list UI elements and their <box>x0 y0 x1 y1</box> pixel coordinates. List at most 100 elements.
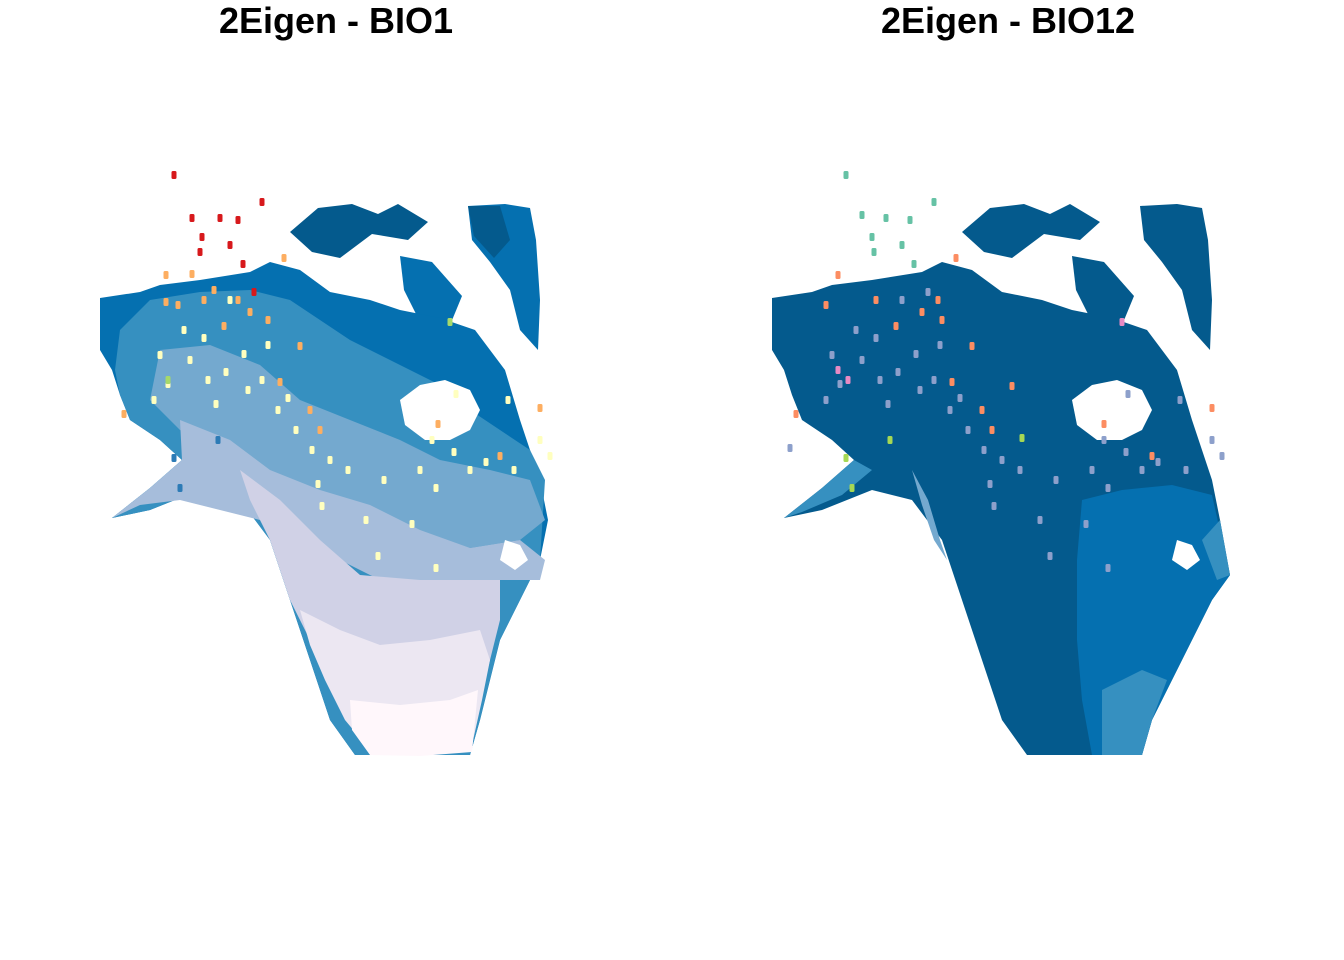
island-band <box>1140 204 1212 350</box>
occurrence-marker <box>845 376 851 384</box>
occurrence-marker <box>937 341 943 349</box>
occurrence-marker <box>939 316 945 324</box>
occurrence-marker <box>843 171 849 179</box>
occurrence-marker <box>227 296 233 304</box>
occurrence-marker <box>409 520 415 528</box>
occurrence-marker <box>240 260 246 268</box>
occurrence-marker <box>823 301 829 309</box>
occurrence-marker <box>121 410 127 418</box>
occurrence-marker <box>871 248 877 256</box>
land-band-3 <box>150 345 545 548</box>
occurrence-marker <box>873 296 879 304</box>
occurrence-marker <box>429 436 435 444</box>
occurrence-marker <box>899 296 905 304</box>
occurrence-marker <box>957 394 963 402</box>
occurrence-marker <box>281 254 287 262</box>
occurrence-marker <box>171 171 177 179</box>
raster-bands <box>100 204 548 756</box>
occurrence-marker <box>453 390 459 398</box>
occurrence-marker <box>907 216 913 224</box>
occurrence-marker <box>919 308 925 316</box>
occurrence-marker <box>1105 564 1111 572</box>
occurrence-marker <box>887 436 893 444</box>
map-panel-bio12: 2Eigen - BIO12 <box>672 0 1344 960</box>
occurrence-marker <box>925 288 931 296</box>
occurrence-marker <box>1053 476 1059 484</box>
occurrence-marker <box>547 452 553 460</box>
occurrence-marker <box>235 296 241 304</box>
occurrence-marker <box>895 368 901 376</box>
occurrence-marker <box>327 456 333 464</box>
occurrence-marker <box>1019 434 1025 442</box>
occurrence-marker <box>1177 396 1183 404</box>
occurrence-marker <box>849 484 855 492</box>
occurrence-marker <box>417 466 423 474</box>
raster-bands <box>772 204 1230 755</box>
occurrence-marker <box>293 426 299 434</box>
coast-band <box>784 460 872 518</box>
occurrence-marker <box>1101 420 1107 428</box>
occurrence-marker <box>931 198 937 206</box>
occurrence-marker <box>1219 452 1225 460</box>
occurrence-marker <box>931 376 937 384</box>
great-lakes <box>500 540 528 570</box>
occurrence-marker <box>265 341 271 349</box>
occurrence-marker <box>247 308 253 316</box>
occurrence-marker <box>829 351 835 359</box>
occurrence-marker <box>211 286 217 294</box>
occurrence-marker <box>935 296 941 304</box>
occurrence-marker <box>467 466 473 474</box>
occurrence-marker <box>999 456 1005 464</box>
occurrence-marker <box>177 484 183 492</box>
occurrence-marker <box>345 466 351 474</box>
occurrence-marker <box>885 400 891 408</box>
occurrence-marker <box>497 452 503 460</box>
occurrence-marker <box>837 380 843 388</box>
occurrence-marker <box>505 396 511 404</box>
occurrence-marker <box>969 342 975 350</box>
occurrence-marker <box>1089 466 1095 474</box>
observation-points <box>121 171 553 572</box>
occurrence-marker <box>869 233 875 241</box>
occurrence-marker <box>1083 520 1089 528</box>
occurrence-marker <box>1123 448 1129 456</box>
occurrence-marker <box>987 480 993 488</box>
map-bio1 <box>100 171 553 756</box>
occurrence-marker <box>823 396 829 404</box>
occurrence-marker <box>537 436 543 444</box>
hudson-bay <box>400 380 480 440</box>
occurrence-marker <box>213 400 219 408</box>
occurrence-marker <box>511 466 517 474</box>
occurrence-marker <box>451 448 457 456</box>
occurrence-marker <box>215 436 221 444</box>
occurrence-marker <box>483 458 489 466</box>
occurrence-marker <box>309 446 315 454</box>
occurrence-marker <box>835 366 841 374</box>
coast-band <box>912 470 947 560</box>
occurrence-marker <box>189 214 195 222</box>
occurrence-marker <box>297 342 303 350</box>
occurrence-marker <box>893 322 899 330</box>
occurrence-marker <box>319 502 325 510</box>
occurrence-marker <box>883 214 889 222</box>
occurrence-marker <box>1183 466 1189 474</box>
occurrence-marker <box>953 254 959 262</box>
occurrence-marker <box>223 368 229 376</box>
occurrence-marker <box>217 214 223 222</box>
occurrence-marker <box>1047 552 1053 560</box>
occurrence-marker <box>433 484 439 492</box>
map-bio12 <box>772 171 1230 755</box>
occurrence-marker <box>899 241 905 249</box>
occurrence-marker <box>1149 452 1155 460</box>
occurrence-marker <box>187 356 193 364</box>
occurrence-marker <box>965 426 971 434</box>
island-band <box>468 206 510 258</box>
occurrence-marker <box>793 410 799 418</box>
panel-title: 2Eigen - BIO12 <box>880 0 1136 41</box>
observation-points <box>787 171 1225 572</box>
occurrence-marker <box>1119 318 1125 326</box>
occurrence-marker <box>1209 404 1215 412</box>
occurrence-marker <box>859 211 865 219</box>
occurrence-marker <box>991 502 997 510</box>
land-band-3 <box>1102 670 1167 755</box>
